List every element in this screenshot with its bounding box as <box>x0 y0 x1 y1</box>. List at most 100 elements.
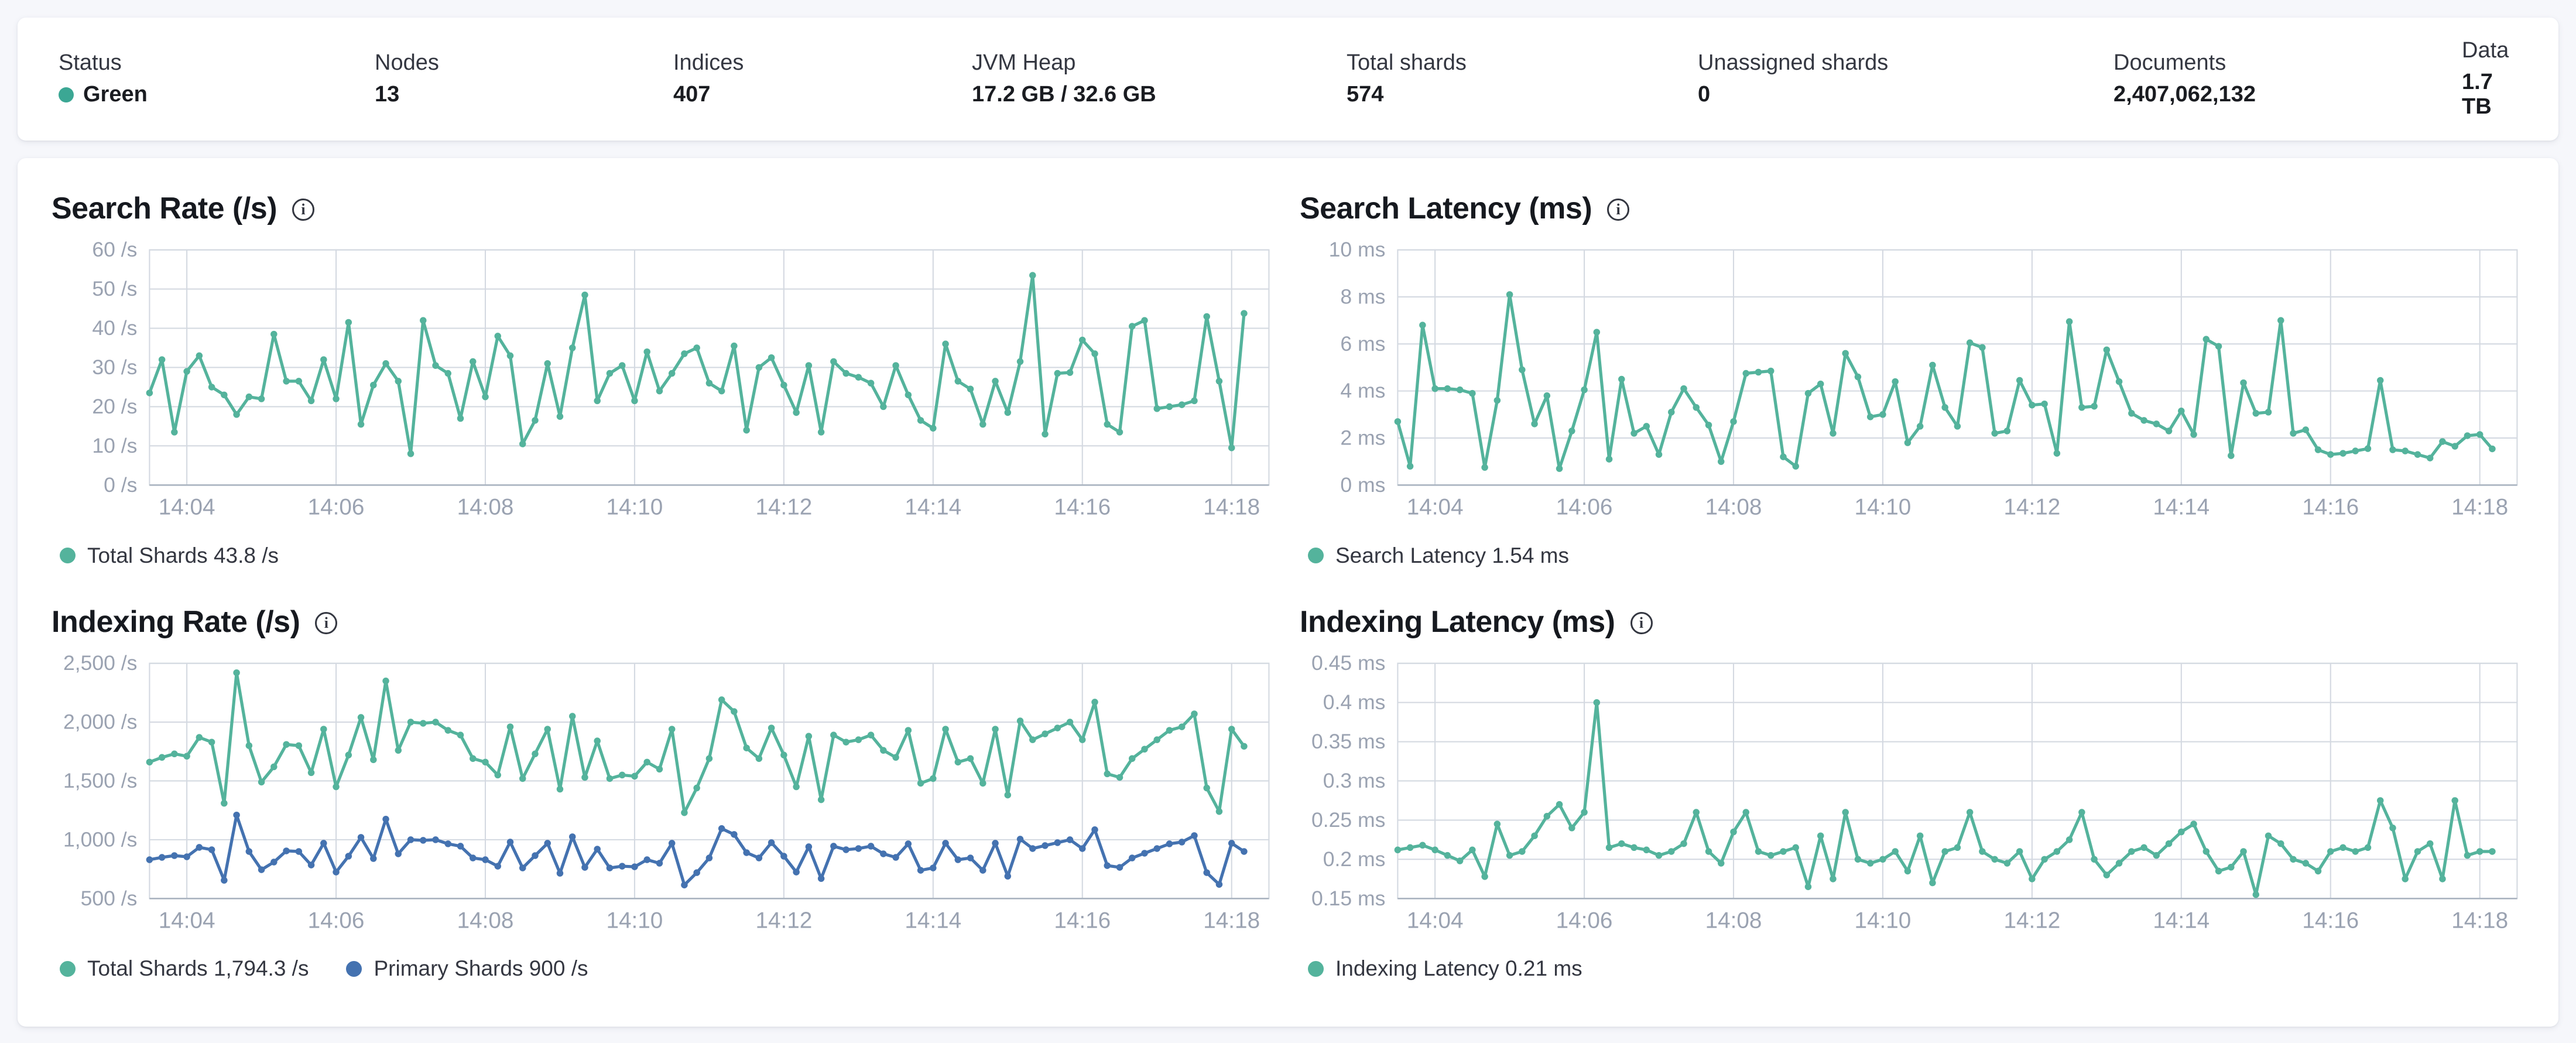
info-icon[interactable]: i <box>315 611 338 634</box>
svg-text:1,000 /s: 1,000 /s <box>63 827 137 851</box>
info-icon[interactable]: i <box>1630 611 1653 634</box>
stat-value: 0 <box>1698 82 1711 107</box>
legend: Indexing Latency 0.21 ms <box>1308 956 2524 981</box>
stat-label: JVM Heap <box>972 50 1076 76</box>
stat-value: Green <box>59 82 375 107</box>
legend-item-primary-shards[interactable]: Primary Shards 900 /s <box>346 956 588 981</box>
svg-text:20 /s: 20 /s <box>92 395 137 418</box>
legend-item-total-shards[interactable]: Total Shards 43.8 /s <box>60 543 279 568</box>
health-dot-icon <box>59 87 74 102</box>
chart-title: Search Latency (ms) <box>1300 191 1592 225</box>
svg-text:14:10: 14:10 <box>1855 908 1912 933</box>
svg-text:14:16: 14:16 <box>1054 495 1111 520</box>
stat-unassigned-shards: Unassigned shards 0 <box>1698 50 2113 107</box>
svg-text:10 ms: 10 ms <box>1329 241 1386 261</box>
legend-dot-icon <box>1308 960 1324 977</box>
stat-total-shards: Total shards 574 <box>1347 50 1698 107</box>
cluster-stats-bar: Status Green Nodes 13 Indices 407 JVM He… <box>18 18 2558 141</box>
stat-value: 2,407,062,132 <box>2113 82 2256 107</box>
legend-label: Primary Shards 900 /s <box>374 956 588 981</box>
chart-search-latency: Search Latency (ms) i 10 ms 8 ms 6 ms 4 ms 2… <box>1300 189 2524 568</box>
stat-documents: Documents 2,407,062,132 <box>2113 50 2462 107</box>
svg-text:14:06: 14:06 <box>308 908 365 933</box>
stat-value: 1.7 TB <box>2462 70 2493 119</box>
stat-label: Nodes <box>375 50 439 76</box>
svg-text:0.15 ms: 0.15 ms <box>1311 886 1385 909</box>
legend-item-search-latency[interactable]: Search Latency 1.54 ms <box>1308 543 1569 568</box>
legend-dot-icon <box>60 548 76 564</box>
chart-title: Search Rate (/s) <box>52 191 278 225</box>
svg-text:30 /s: 30 /s <box>92 355 137 379</box>
stat-value: 407 <box>673 82 711 107</box>
chart-search-rate: Search Rate (/s) i 60 /s 50 /s 40 /s 30 /s 2… <box>52 189 1276 568</box>
svg-text:14:16: 14:16 <box>2302 495 2359 520</box>
stat-jvm-heap: JVM Heap 17.2 GB / 32.6 GB <box>972 50 1347 107</box>
svg-text:6 ms: 6 ms <box>1340 332 1385 355</box>
stat-value: 13 <box>375 82 400 107</box>
search-latency-plot[interactable]: 10 ms 8 ms 6 ms 4 ms 2 ms 0 ms 14:04 14:06 14:08… <box>1300 241 2524 529</box>
svg-text:10 /s: 10 /s <box>92 434 137 457</box>
svg-text:14:18: 14:18 <box>1203 908 1260 933</box>
svg-text:40 /s: 40 /s <box>92 316 137 340</box>
legend-dot-icon <box>60 960 76 977</box>
legend-dot-icon <box>1308 548 1324 564</box>
svg-text:2 ms: 2 ms <box>1340 426 1385 449</box>
svg-text:0.4 ms: 0.4 ms <box>1323 690 1386 714</box>
svg-text:8 ms: 8 ms <box>1340 285 1385 308</box>
svg-text:14:12: 14:12 <box>755 908 812 933</box>
svg-text:0.45 ms: 0.45 ms <box>1311 655 1385 675</box>
indexing-latency-plot[interactable]: 0.45 ms 0.4 ms 0.35 ms 0.3 ms 0.25 ms 0.2 ms 0… <box>1300 655 2524 943</box>
svg-text:50 /s: 50 /s <box>92 277 137 300</box>
stat-label: Indices <box>673 50 744 76</box>
info-icon[interactable]: i <box>1607 199 1630 221</box>
chart-title: Indexing Rate (/s) <box>52 604 300 639</box>
svg-text:2,500 /s: 2,500 /s <box>63 655 137 675</box>
svg-text:14:14: 14:14 <box>905 908 961 933</box>
legend-label: Total Shards 43.8 /s <box>87 543 279 567</box>
svg-text:1,500 /s: 1,500 /s <box>63 769 137 792</box>
chart-indexing-rate: Indexing Rate (/s) i 2,500 /s 2,000 /s 1,5… <box>52 602 1276 982</box>
legend: Search Latency 1.54 ms <box>1308 543 2524 568</box>
legend-label: Indexing Latency 0.21 ms <box>1335 956 1582 981</box>
svg-text:14:08: 14:08 <box>1705 495 1762 520</box>
svg-text:14:18: 14:18 <box>1203 495 1260 520</box>
svg-text:14:08: 14:08 <box>457 908 514 933</box>
svg-text:14:18: 14:18 <box>2451 908 2508 933</box>
stat-value: 17.2 GB / 32.6 GB <box>972 82 1156 107</box>
legend: Total Shards 1,794.3 /s Primary Shards 9… <box>60 956 1276 981</box>
legend-label: Total Shards 1,794.3 /s <box>87 956 309 981</box>
svg-text:500 /s: 500 /s <box>81 886 138 909</box>
search-rate-plot[interactable]: 60 /s 50 /s 40 /s 30 /s 20 /s 10 /s 0 /s 14:04 1… <box>52 241 1276 529</box>
chart-indexing-latency: Indexing Latency (ms) i 0.45 ms 0.4 ms 0.3… <box>1300 602 2524 982</box>
svg-text:60 /s: 60 /s <box>92 241 137 261</box>
svg-text:14:14: 14:14 <box>2153 908 2210 933</box>
stat-nodes: Nodes 13 <box>375 50 673 107</box>
svg-text:14:16: 14:16 <box>1054 908 1111 933</box>
svg-text:14:14: 14:14 <box>2153 495 2210 520</box>
svg-text:14:04: 14:04 <box>1407 495 1464 520</box>
svg-text:14:08: 14:08 <box>457 495 514 520</box>
svg-text:14:04: 14:04 <box>1407 908 1464 933</box>
stat-label: Total shards <box>1347 50 1467 76</box>
stat-data-size: Data 1.7 TB <box>2462 38 2517 119</box>
indexing-rate-plot[interactable]: 2,500 /s 2,000 /s 1,500 /s 1,000 /s 500 /s 14… <box>52 655 1276 943</box>
info-icon[interactable]: i <box>292 199 315 221</box>
svg-text:14:10: 14:10 <box>607 495 663 520</box>
svg-text:14:08: 14:08 <box>1705 908 1762 933</box>
chart-title: Indexing Latency (ms) <box>1300 604 1615 639</box>
svg-text:14:18: 14:18 <box>2451 495 2508 520</box>
stat-status: Status Green <box>59 50 375 107</box>
legend-item-indexing-latency[interactable]: Indexing Latency 0.21 ms <box>1308 956 1582 981</box>
legend-dot-icon <box>346 960 362 977</box>
svg-text:4 ms: 4 ms <box>1340 379 1385 402</box>
svg-text:0.3 ms: 0.3 ms <box>1323 769 1386 792</box>
legend-item-total-shards[interactable]: Total Shards 1,794.3 /s <box>60 956 309 981</box>
stat-label: Status <box>59 50 122 76</box>
stat-label: Unassigned shards <box>1698 50 1889 76</box>
svg-text:14:10: 14:10 <box>607 908 663 933</box>
svg-text:0 ms: 0 ms <box>1340 473 1385 497</box>
svg-text:14:06: 14:06 <box>308 495 365 520</box>
svg-text:14:10: 14:10 <box>1855 495 1912 520</box>
svg-text:0.25 ms: 0.25 ms <box>1311 808 1385 832</box>
